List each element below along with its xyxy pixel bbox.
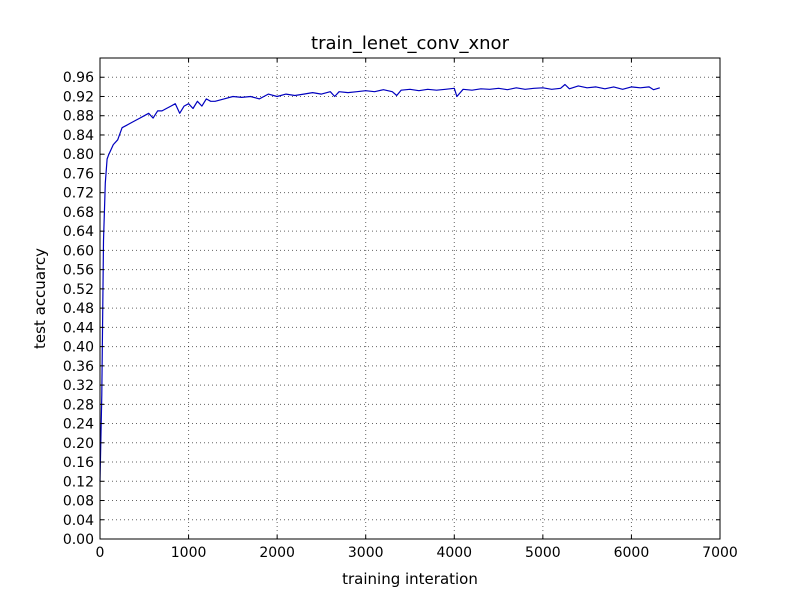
y-tick-label: 0.32 [63, 378, 94, 394]
y-tick-label: 0.12 [63, 474, 94, 490]
y-tick-label: 0.48 [63, 301, 94, 317]
y-tick-label: 0.04 [63, 513, 94, 529]
y-tick-label: 0.96 [63, 70, 94, 86]
y-tick-label: 0.56 [63, 263, 94, 279]
y-tick-label: 0.76 [63, 166, 94, 182]
y-axis-label: test accuarcy [31, 248, 49, 349]
x-axis: 0 1000 2000 3000 4000 5000 6000 7000 [96, 58, 738, 561]
x-tick-label: 4000 [436, 545, 472, 561]
x-tick-label: 1000 [171, 545, 207, 561]
y-tick-label: 0.64 [63, 224, 94, 240]
y-tick-label: 0.20 [63, 436, 94, 452]
y-tick-label: 0.60 [63, 243, 94, 259]
y-tick-label: 0.44 [63, 320, 94, 336]
series-layer [99, 83, 660, 482]
y-tick-label: 0.52 [63, 282, 94, 298]
y-tick-label: 0.88 [63, 109, 94, 125]
plot-frame [99, 57, 721, 540]
x-tick-label: 6000 [614, 545, 650, 561]
y-tick-label: 0.08 [63, 494, 94, 510]
x-axis-label: training interation [342, 570, 478, 588]
y-tick-label: 0.72 [63, 186, 94, 202]
x-tick-label: 2000 [259, 545, 295, 561]
y-tick-label: 0.16 [63, 455, 94, 471]
y-tick-label: 0.28 [63, 397, 94, 413]
y-tick-label: 0.80 [63, 147, 94, 163]
x-tick-label: 3000 [348, 545, 384, 561]
y-tick-label: 0.84 [63, 128, 94, 144]
y-tick-label: 0.92 [63, 89, 94, 105]
y-tick-label: 0.36 [63, 359, 94, 375]
y-tick-label: 0.68 [63, 205, 94, 221]
grid [100, 58, 720, 539]
y-tick-label: 0.24 [63, 417, 94, 433]
x-tick-label: 5000 [525, 545, 561, 561]
y-tick-label: 0.40 [63, 340, 94, 356]
x-tick-label: 0 [96, 545, 105, 561]
x-tick-label: 7000 [702, 545, 738, 561]
y-axis: 0.00 0.04 0.08 0.12 0.16 0.20 0.24 0.28 0.32 0.36… [63, 70, 720, 548]
chart-title: train_lenet_conv_xnor [311, 33, 510, 54]
series-line-0 [99, 83, 660, 482]
y-tick-label: 0.00 [63, 532, 94, 548]
